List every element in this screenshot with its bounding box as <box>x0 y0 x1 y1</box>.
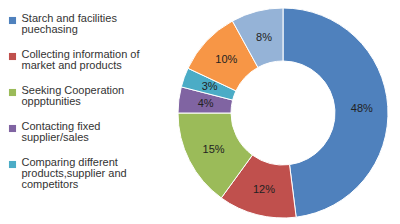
svg-text:Contacting fixedsupplier/sales: Contacting fixedsupplier/sales <box>22 120 101 143</box>
svg-text:Comparing differentproducts,su: Comparing differentproducts,supplier and… <box>22 156 127 190</box>
svg-text:Collecting information ofmarke: Collecting information ofmarket and prod… <box>22 48 141 71</box>
svg-text:3%: 3% <box>202 80 218 92</box>
svg-text:12%: 12% <box>253 183 275 195</box>
svg-text:4%: 4% <box>198 97 214 109</box>
svg-text:15%: 15% <box>203 143 225 155</box>
svg-text:Seeking Cooperationoppptunitie: Seeking Cooperationoppptunities <box>22 84 125 107</box>
svg-text:Starch and facilitiespuechasin: Starch and facilitiespuechasing <box>22 12 118 35</box>
svg-text:48%: 48% <box>351 102 373 114</box>
svg-text:8%: 8% <box>256 31 272 43</box>
svg-text:10%: 10% <box>215 53 237 65</box>
